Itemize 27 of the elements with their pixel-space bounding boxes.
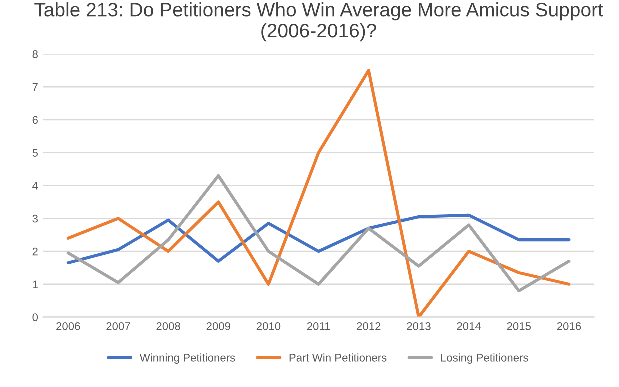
x-tick-label: 2012: [357, 322, 381, 330]
y-tick-label: 6: [32, 116, 38, 124]
line-series: [66, 69, 571, 318]
legend-label: Part Win Petitioners: [290, 354, 387, 362]
y-tick-label: 5: [32, 149, 38, 157]
x-tick-label: 2011: [307, 322, 330, 330]
y-tick-label: 1: [33, 280, 38, 288]
y-tick-label: 3: [32, 214, 38, 223]
x-tick-label: 2006: [56, 322, 80, 330]
x-tick-label: 2014: [457, 322, 482, 330]
line-series: [66, 174, 571, 293]
x-tick-label: 2013: [407, 322, 431, 330]
chart-title: Table 213: Do Petitioners Who Win Average More Amicus Support (2006-2016)?: [34, 2, 604, 42]
x-tick-label: 2016: [557, 322, 582, 330]
x-tick-label: 2007: [106, 322, 130, 330]
y-tick-label: 2: [32, 248, 38, 256]
y-tick-label: 7: [32, 83, 38, 92]
legend-label: Winning Petitioners: [140, 354, 236, 364]
x-tick-label: 2015: [507, 322, 532, 330]
y-tick-label: 0: [32, 314, 38, 322]
x-tick-label: 2008: [156, 322, 180, 330]
y-tick-label: 8: [32, 50, 38, 58]
line-series: [66, 214, 571, 265]
y-tick-label: 4: [32, 182, 38, 190]
x-tick-label: 2010: [256, 322, 281, 330]
x-tick-label: 2009: [206, 322, 230, 330]
legend-label: Losing Petitioners: [441, 354, 528, 364]
